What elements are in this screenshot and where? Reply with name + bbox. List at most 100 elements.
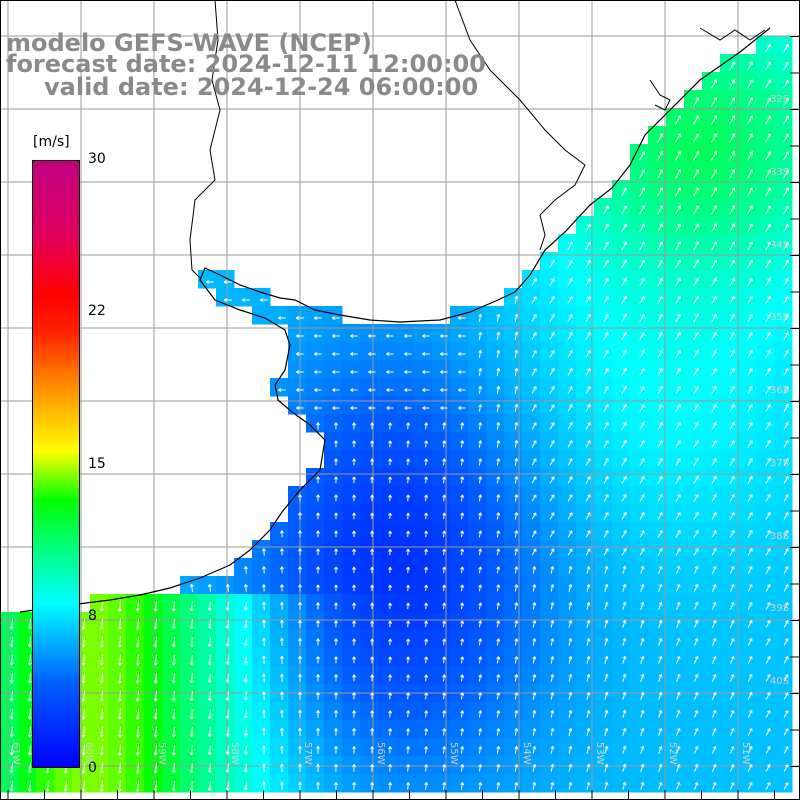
wind-cell — [522, 666, 541, 685]
wind-cell — [594, 558, 613, 577]
wind-arrow — [640, 691, 645, 700]
wind-cell — [774, 360, 793, 379]
wind-cell — [396, 486, 415, 505]
wind-cell — [468, 414, 487, 433]
wind-cell — [720, 144, 739, 163]
wind-cell — [720, 738, 739, 757]
wind-cell — [414, 630, 433, 649]
wind-cell — [594, 648, 613, 667]
wind-arrow — [549, 259, 555, 268]
wind-arrow — [406, 548, 411, 556]
wind-cell — [756, 450, 775, 469]
wind-cell — [450, 648, 469, 667]
wind-cell — [576, 270, 595, 289]
wind-cell — [540, 378, 559, 397]
wind-cell — [108, 612, 127, 631]
wind-cell — [738, 54, 757, 73]
lat-label: 37S — [770, 458, 790, 469]
wind-cell — [702, 270, 721, 289]
wind-cell — [324, 324, 343, 343]
wind-arrow — [658, 727, 663, 736]
wind-arrow — [9, 654, 14, 666]
wind-cell — [756, 252, 775, 271]
wind-arrow — [747, 133, 754, 143]
wind-arrow — [765, 169, 771, 179]
wind-cell — [630, 288, 649, 307]
wind-arrow — [783, 421, 789, 430]
wind-arrow — [783, 385, 789, 394]
wind-arrow — [711, 655, 717, 664]
wind-arrow — [567, 385, 573, 394]
wind-arrow — [549, 350, 555, 358]
wind-arrow — [406, 674, 411, 682]
wind-cell — [486, 486, 505, 505]
wind-cell — [540, 486, 559, 505]
wind-cell — [648, 612, 667, 631]
wind-cell — [396, 612, 415, 631]
wind-cell — [558, 486, 577, 505]
lon-label: 56W — [375, 742, 386, 765]
wind-arrow — [135, 636, 140, 648]
wind-arrow — [424, 782, 429, 790]
wind-arrow — [496, 656, 501, 664]
wind-arrow — [352, 710, 357, 718]
wind-arrow — [675, 439, 681, 448]
wind-cell — [432, 540, 451, 559]
wind-arrow — [334, 656, 338, 664]
wind-cell — [684, 738, 703, 757]
wind-cell — [684, 666, 703, 685]
wind-cell — [198, 594, 217, 613]
wind-arrow — [352, 422, 357, 430]
wind-arrow — [747, 619, 753, 628]
wind-arrow — [442, 440, 447, 448]
wind-cell — [360, 594, 379, 613]
wind-cell — [450, 342, 469, 361]
wind-arrow — [658, 565, 663, 574]
wind-arrow — [711, 421, 717, 430]
wind-cell — [0, 666, 19, 685]
wind-arrow — [783, 115, 789, 125]
wind-arrow — [316, 763, 320, 772]
wind-arrow — [585, 548, 591, 556]
wind-arrow — [765, 746, 771, 754]
wind-cell — [486, 576, 505, 595]
wind-cell — [720, 180, 739, 199]
wind-cell — [756, 288, 775, 307]
wind-cell — [720, 774, 739, 793]
wind-arrow — [639, 475, 645, 484]
wind-cell — [684, 198, 703, 217]
wind-arrow — [640, 673, 645, 682]
wind-arrow — [171, 636, 176, 648]
wind-cell — [90, 774, 109, 793]
wind-cell — [432, 702, 451, 721]
wind-arrow — [388, 602, 393, 610]
wind-arrow — [621, 385, 627, 394]
wind-cell — [558, 288, 577, 307]
wind-arrow — [478, 566, 483, 574]
wind-cell — [576, 306, 595, 325]
wind-arrow — [711, 691, 717, 700]
wind-arrow — [711, 367, 717, 376]
wind-arrow — [334, 458, 338, 466]
wind-arrow — [585, 385, 591, 394]
wind-arrow — [27, 636, 32, 648]
wind-cell — [684, 252, 703, 271]
wind-arrow — [693, 530, 699, 538]
wind-arrow — [316, 781, 320, 790]
wind-arrow — [532, 674, 537, 682]
wind-arrow — [279, 727, 284, 737]
wind-cell — [684, 234, 703, 253]
wind-arrow — [622, 763, 627, 772]
wind-cell — [234, 648, 253, 667]
wind-cell — [756, 90, 775, 109]
wind-cell — [234, 702, 253, 721]
wind-arrow — [442, 764, 447, 772]
wind-arrow — [783, 728, 789, 736]
wind-arrow — [567, 404, 573, 412]
wind-arrow — [81, 636, 86, 648]
wind-arrow — [406, 566, 411, 574]
wind-arrow — [747, 493, 753, 502]
wind-cell — [648, 648, 667, 667]
wind-arrow — [99, 690, 104, 702]
